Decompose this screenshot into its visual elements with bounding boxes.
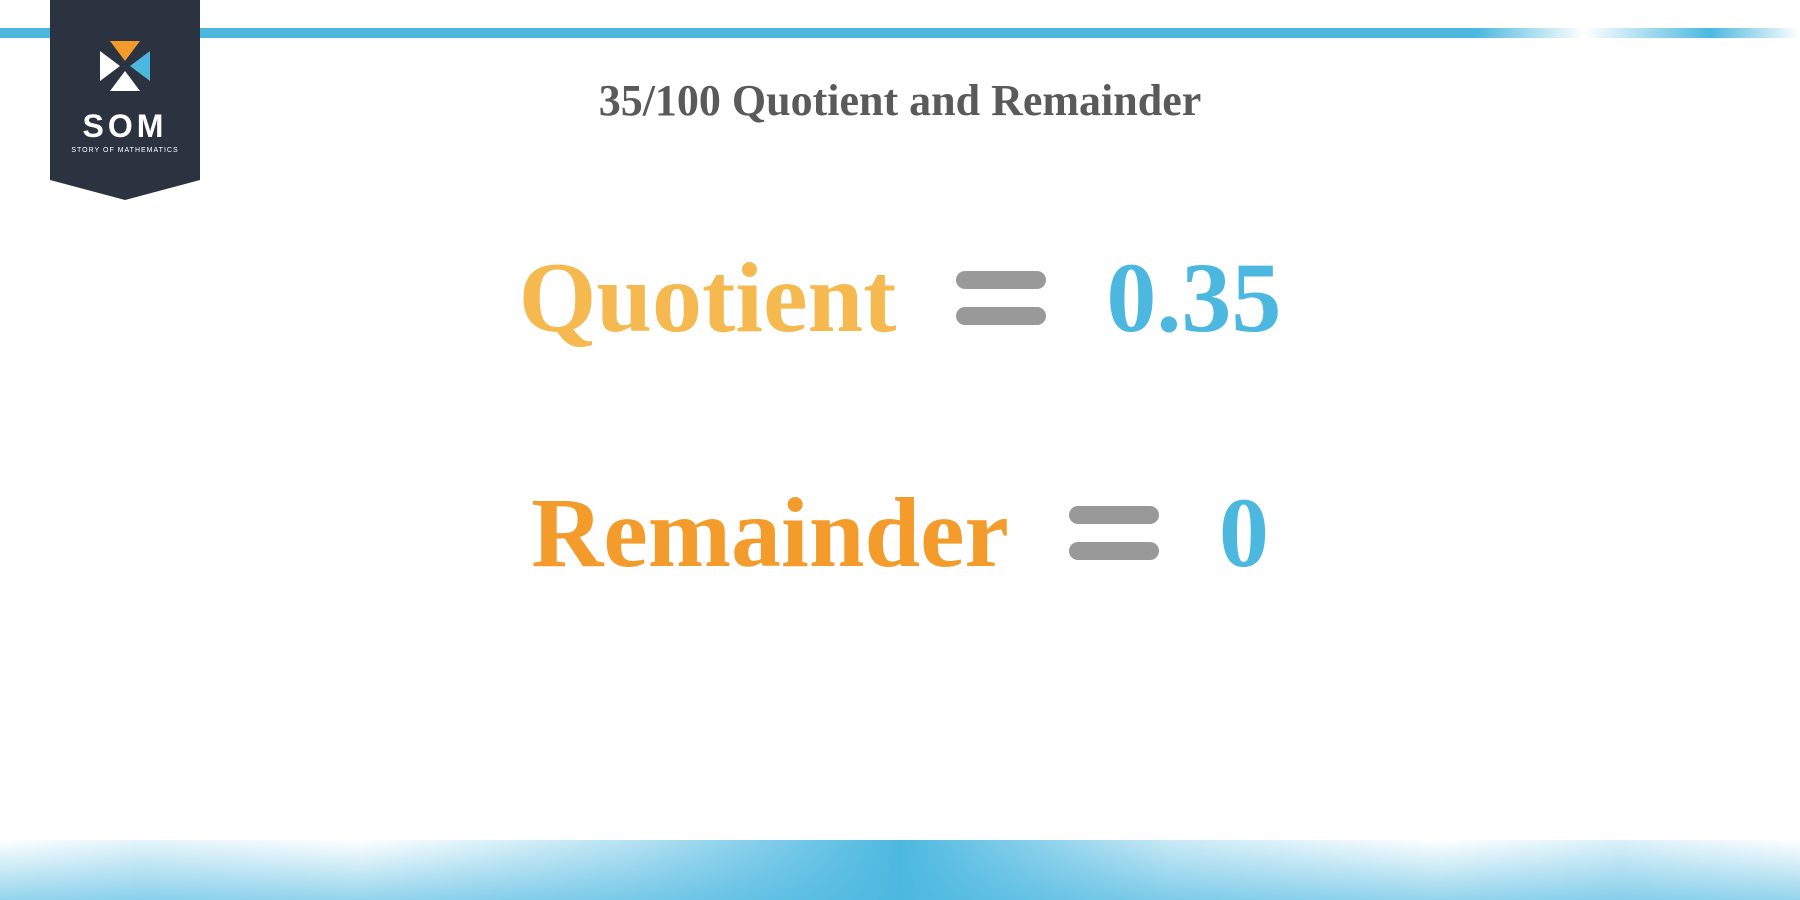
page-title: 35/100 Quotient and Remainder	[599, 75, 1202, 126]
equals-icon	[956, 271, 1046, 325]
content-area: Quotient 0.35 Remainder 0	[0, 240, 1800, 590]
logo-badge: SOM STORY OF MATHEMATICS	[50, 0, 200, 180]
equals-icon	[1069, 506, 1159, 560]
remainder-row: Remainder 0	[531, 475, 1269, 590]
logo-icon	[95, 36, 155, 96]
top-border	[0, 28, 1800, 38]
bottom-gradient	[0, 840, 1800, 900]
quotient-value: 0.35	[1106, 240, 1281, 355]
remainder-label: Remainder	[531, 475, 1009, 590]
remainder-value: 0	[1219, 475, 1269, 590]
quotient-row: Quotient 0.35	[519, 240, 1282, 355]
logo-text: SOM	[83, 108, 168, 145]
quotient-label: Quotient	[519, 240, 897, 355]
logo-subtext: STORY OF MATHEMATICS	[71, 147, 178, 154]
